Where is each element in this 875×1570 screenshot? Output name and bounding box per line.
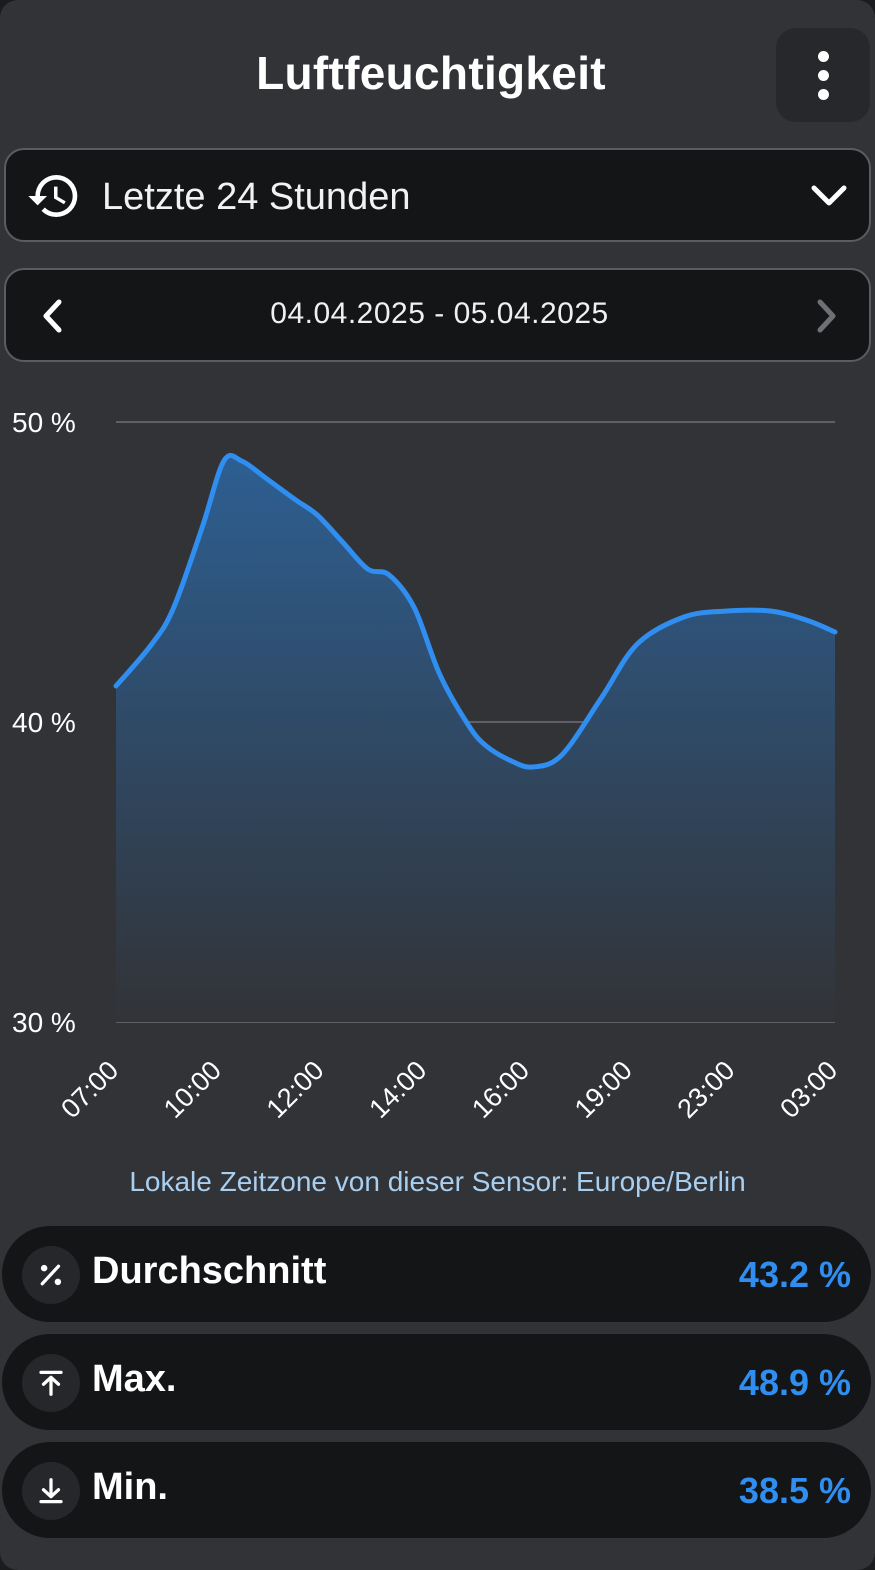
x-tick-label: 19:00	[569, 1055, 638, 1124]
x-tick-label: 16:00	[466, 1055, 535, 1124]
x-tick-label: 10:00	[158, 1055, 227, 1124]
stat-label: Durchschnitt	[92, 1250, 327, 1292]
x-tick-label: 14:00	[363, 1055, 432, 1124]
history-icon	[28, 175, 78, 218]
time-range-label: Letzte 24 Stunden	[102, 176, 411, 218]
stat-value: 48.9 %	[738, 1362, 851, 1403]
more-vertical-icon-dot	[817, 69, 829, 81]
more-options-button[interactable]	[776, 28, 870, 122]
stat-min: Min. 38.5 %	[2, 1442, 871, 1538]
y-tick-label: 40 %	[12, 707, 76, 738]
arrow-up-to-line-icon	[22, 1354, 80, 1412]
x-tick-label: 23:00	[672, 1055, 741, 1124]
page-title: Luftfeuchtigkeit	[256, 47, 606, 99]
date-range-text: 04.04.2025 - 05.04.2025	[270, 297, 609, 330]
chevron-down-icon	[811, 185, 847, 206]
more-vertical-icon	[817, 50, 829, 62]
stat-value: 38.5 %	[738, 1470, 851, 1511]
percent-icon	[22, 1246, 80, 1304]
humidity-chart: 30 % 40 % 50 % 07:00 10:00 12:00 14:00 16:00 19…	[12, 407, 843, 1124]
humidity-line	[113, 452, 838, 770]
header: Luftfeuchtigkeit	[0, 0, 875, 140]
stat-label: Max.	[92, 1358, 177, 1400]
y-tick-label: 30 %	[12, 1007, 76, 1038]
stat-label: Min.	[92, 1466, 168, 1508]
timezone-note: Lokale Zeitzone von dieser Sensor: Europ…	[129, 1166, 746, 1197]
stat-value: 43.2 %	[738, 1254, 851, 1295]
x-tick-label: 07:00	[55, 1055, 124, 1124]
arrow-down-to-line-icon	[22, 1462, 80, 1520]
time-range-select[interactable]: Letzte 24 Stunden	[4, 148, 871, 242]
chevron-left-icon[interactable]	[32, 294, 72, 338]
stat-max: Max. 48.9 %	[2, 1334, 871, 1430]
x-tick-label: 12:00	[261, 1055, 330, 1124]
x-tick-label: 03:00	[774, 1055, 843, 1124]
date-navigator: 04.04.2025 - 05.04.2025	[4, 268, 871, 362]
chevron-right-icon[interactable]	[806, 294, 846, 338]
stat-average: Durchschnitt 43.2 %	[2, 1226, 871, 1322]
more-vertical-icon-dot	[817, 88, 829, 100]
y-tick-label: 50 %	[12, 407, 76, 438]
